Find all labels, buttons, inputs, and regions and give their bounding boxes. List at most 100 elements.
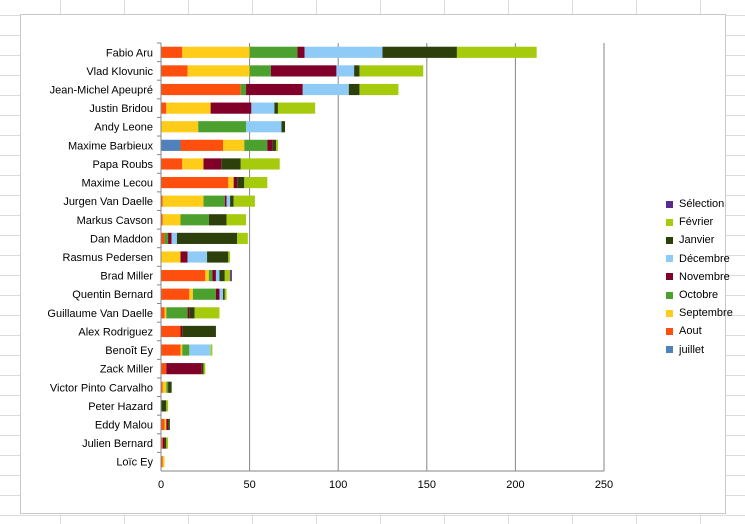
- bar-segment[interactable]: [302, 83, 349, 96]
- bar-segment[interactable]: [249, 65, 271, 77]
- bar-segment[interactable]: [180, 325, 183, 338]
- bar-segment[interactable]: [203, 158, 222, 170]
- bar-segment[interactable]: [210, 344, 213, 356]
- bar-segment[interactable]: [168, 232, 172, 244]
- bar-segment[interactable]: [230, 195, 234, 207]
- bar-segment[interactable]: [161, 325, 181, 338]
- bar-segment[interactable]: [354, 65, 360, 77]
- bar-segment[interactable]: [267, 139, 273, 151]
- bar-segment[interactable]: [182, 46, 250, 58]
- bar-segment[interactable]: [246, 83, 303, 96]
- bar-segment[interactable]: [244, 176, 268, 189]
- bar-segment[interactable]: [161, 270, 206, 282]
- bar-segment[interactable]: [182, 344, 190, 356]
- bar-segment[interactable]: [161, 46, 183, 58]
- bar-segment[interactable]: [348, 83, 360, 96]
- bar-segment[interactable]: [164, 232, 169, 244]
- bar-segment[interactable]: [161, 363, 167, 375]
- bar-segment[interactable]: [166, 363, 202, 375]
- bar-segment[interactable]: [274, 102, 278, 114]
- bar-segment[interactable]: [212, 270, 216, 282]
- bar-segment[interactable]: [192, 288, 216, 300]
- bar-segment[interactable]: [168, 381, 172, 393]
- bar-segment[interactable]: [166, 307, 188, 319]
- bar-segment[interactable]: [304, 46, 383, 58]
- bar-segment[interactable]: [166, 381, 169, 393]
- bar-segment[interactable]: [161, 214, 163, 226]
- bar-segment[interactable]: [228, 251, 231, 263]
- bar-segment[interactable]: [187, 65, 250, 77]
- bar-segment[interactable]: [161, 437, 163, 449]
- bar-segment[interactable]: [210, 102, 252, 114]
- bar-segment[interactable]: [180, 139, 224, 151]
- bar-segment[interactable]: [180, 251, 188, 263]
- bar-segment[interactable]: [164, 437, 167, 449]
- bar-segment[interactable]: [205, 270, 209, 282]
- bar-segment[interactable]: [226, 214, 247, 226]
- bar-segment[interactable]: [180, 214, 209, 226]
- bar-segment[interactable]: [240, 83, 247, 96]
- bar-segment[interactable]: [182, 325, 216, 338]
- bar-segment[interactable]: [161, 288, 190, 300]
- bar-segment[interactable]: [272, 139, 277, 151]
- bar-segment[interactable]: [161, 65, 188, 77]
- bar-segment[interactable]: [233, 176, 238, 189]
- bar-segment[interactable]: [161, 102, 167, 114]
- bar-segment[interactable]: [189, 288, 193, 300]
- bar-segment[interactable]: [203, 363, 206, 375]
- bar-segment[interactable]: [456, 46, 537, 58]
- bar-segment[interactable]: [176, 232, 238, 244]
- bar-segment[interactable]: [201, 363, 204, 375]
- bar-segment[interactable]: [223, 288, 225, 300]
- bar-segment[interactable]: [162, 381, 167, 393]
- bar-segment[interactable]: [246, 121, 282, 133]
- bar-segment[interactable]: [230, 270, 232, 282]
- bar-segment[interactable]: [281, 121, 286, 133]
- bar-segment[interactable]: [219, 270, 225, 282]
- bar-segment[interactable]: [237, 176, 245, 189]
- bar-segment[interactable]: [223, 139, 245, 151]
- bar-segment[interactable]: [297, 46, 305, 58]
- bar-segment[interactable]: [221, 158, 241, 170]
- bar-segment[interactable]: [336, 65, 355, 77]
- bar-segment[interactable]: [228, 176, 234, 189]
- bar-segment[interactable]: [187, 251, 208, 263]
- bar-segment[interactable]: [224, 288, 227, 300]
- bar-segment[interactable]: [198, 121, 247, 133]
- bar-segment[interactable]: [226, 195, 231, 207]
- bar-segment[interactable]: [161, 83, 241, 96]
- bar-segment[interactable]: [161, 232, 165, 244]
- bar-segment[interactable]: [166, 400, 169, 412]
- bar-segment[interactable]: [219, 288, 224, 300]
- bar-segment[interactable]: [207, 251, 229, 263]
- bar-segment[interactable]: [215, 288, 220, 300]
- bar-segment[interactable]: [161, 307, 165, 319]
- bar-segment[interactable]: [215, 270, 220, 282]
- bar-segment[interactable]: [240, 158, 280, 170]
- bar-segment[interactable]: [189, 344, 211, 356]
- bar-segment[interactable]: [224, 270, 231, 282]
- bar-segment[interactable]: [162, 195, 204, 207]
- bar-segment[interactable]: [166, 102, 211, 114]
- bar-segment[interactable]: [359, 65, 424, 77]
- bar-segment[interactable]: [162, 214, 181, 226]
- bar-segment[interactable]: [203, 195, 225, 207]
- bar-segment[interactable]: [359, 83, 399, 96]
- bar-segment[interactable]: [233, 195, 255, 207]
- bar-segment[interactable]: [168, 418, 170, 431]
- bar-segment[interactable]: [382, 46, 457, 58]
- bar-segment[interactable]: [161, 456, 163, 468]
- bar-segment[interactable]: [208, 214, 227, 226]
- bar-segment[interactable]: [237, 232, 248, 244]
- bar-segment[interactable]: [208, 270, 213, 282]
- bar-segment[interactable]: [164, 418, 167, 431]
- bar-segment[interactable]: [270, 65, 337, 77]
- bar-segment[interactable]: [161, 381, 163, 393]
- bar-segment[interactable]: [276, 139, 278, 151]
- bar-segment[interactable]: [162, 437, 165, 449]
- bar-segment[interactable]: [161, 158, 183, 170]
- chart-area[interactable]: 0 50 100 150 200 250 Fabio Aru Vlad Klovunic Jea…: [20, 14, 733, 514]
- bar-segment[interactable]: [187, 307, 190, 319]
- bar-segment[interactable]: [161, 400, 167, 412]
- bar-segment[interactable]: [277, 102, 316, 114]
